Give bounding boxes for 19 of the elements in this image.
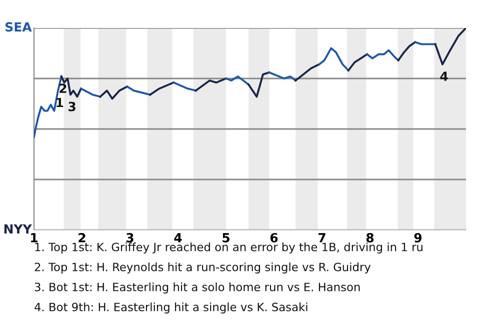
text: 3. Bot 1st: H. Easterling hit a solo home run vs E. Hanson <box>34 282 360 294</box>
text: 1. Top 1st: K. Griffey Jr reached on an error by the 1B, driving in 1 ru <box>35 242 422 254</box>
x-tick-label: 7 <box>318 233 326 242</box>
text: 2. Top 1st: H. Reynolds hit a run-scoring single vs R. Guidry <box>34 262 371 274</box>
annotation: 4 <box>440 72 448 81</box>
annotation: 1 <box>56 98 64 108</box>
x-tick-label: 9 <box>414 233 422 242</box>
text: NYY <box>4 224 32 234</box>
text: SEA <box>6 22 32 32</box>
x-tick-label: 6 <box>270 233 278 242</box>
x-tick-label: 4 <box>174 233 182 242</box>
x-tick-label: 2 <box>78 233 86 242</box>
x-tick-label: 1 <box>31 233 38 242</box>
x-tick-label: 8 <box>366 233 374 242</box>
x-tick-label: 5 <box>222 233 230 242</box>
annotation: 3 <box>68 102 76 112</box>
x-tick-label: 3 <box>126 233 134 242</box>
text: 4. Bot 9th: H. Easterling hit a single vs K. Sasaki <box>34 302 308 314</box>
annotation: 2 <box>60 84 66 93</box>
